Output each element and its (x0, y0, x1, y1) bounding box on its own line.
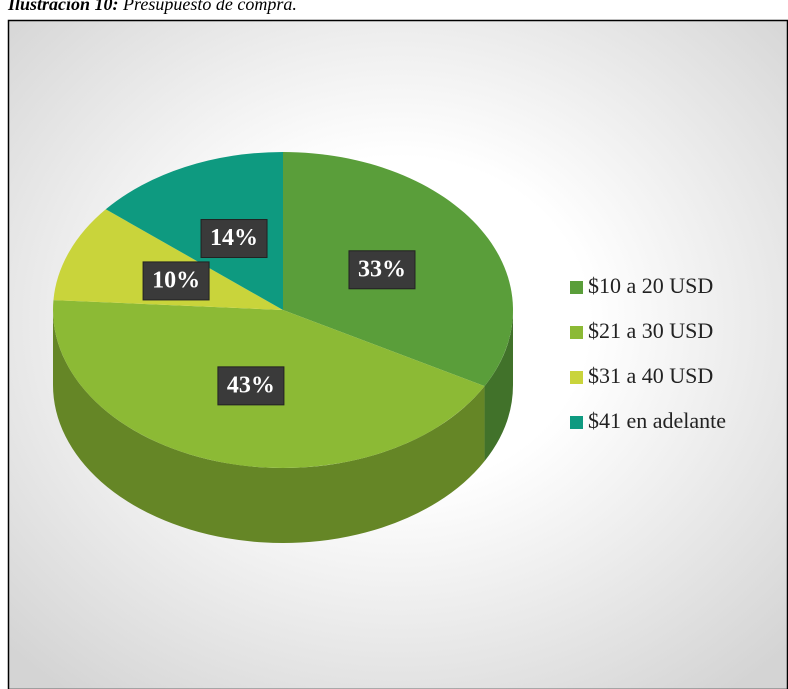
legend-swatch (570, 281, 583, 294)
data-label: 33% (358, 256, 406, 282)
data-label-box (200, 219, 268, 259)
legend-label: $31 a 40 USD (588, 363, 713, 388)
slice-side (484, 310, 513, 462)
legend-label: $41 en adelante (588, 408, 726, 433)
data-label-box (217, 366, 285, 406)
data-label-box (142, 261, 210, 301)
data-label: 14% (210, 225, 258, 251)
data-label: 10% (152, 267, 200, 293)
legend-label: $10 a 20 USD (588, 273, 713, 298)
caption-text: Presupuesto de compra. (123, 0, 297, 14)
caption: Ilustración 10: Presupuesto de compra. (8, 0, 297, 15)
legend-swatch (570, 416, 583, 429)
pie (52, 152, 513, 543)
labels: 33% 43% 10% 14% (142, 219, 416, 406)
legend-label: $21 a 30 USD (588, 318, 713, 343)
slice (105, 152, 283, 310)
data-label-box (348, 250, 416, 290)
legend-swatch (570, 371, 583, 384)
slice-side (53, 310, 485, 543)
data-label: 43% (227, 372, 275, 398)
slice (53, 209, 283, 310)
legend-swatch (570, 326, 583, 339)
caption-label: Ilustración 10: (8, 0, 119, 14)
legend: $10 a 20 USD $21 a 30 USD $31 a 40 USD $41 … (570, 273, 726, 433)
